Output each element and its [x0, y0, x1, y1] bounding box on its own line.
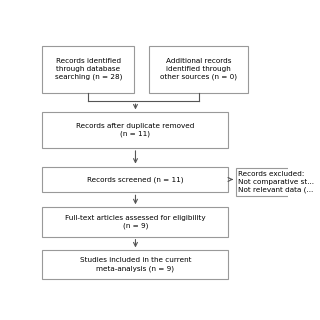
Text: Records identified
through database
searching (n = 28): Records identified through database sear…	[55, 58, 122, 80]
Text: Studies included in the current
meta-analysis (n = 9): Studies included in the current meta-ana…	[80, 257, 191, 272]
FancyBboxPatch shape	[149, 46, 248, 92]
FancyBboxPatch shape	[43, 250, 228, 279]
Text: Records after duplicate removed
(n = 11): Records after duplicate removed (n = 11)	[76, 123, 195, 137]
FancyBboxPatch shape	[43, 166, 228, 192]
Text: Additional records
identified through
other sources (n = 0): Additional records identified through ot…	[160, 58, 237, 80]
FancyBboxPatch shape	[43, 46, 134, 92]
FancyBboxPatch shape	[43, 112, 228, 148]
Text: Records screened (n = 11): Records screened (n = 11)	[87, 176, 184, 183]
FancyBboxPatch shape	[236, 168, 291, 196]
FancyBboxPatch shape	[43, 207, 228, 237]
Text: Records excluded:
Not comparative st...
Not relevant data (...: Records excluded: Not comparative st... …	[238, 171, 314, 193]
Text: Full-text articles assessed for eligibility
(n = 9): Full-text articles assessed for eligibil…	[65, 215, 206, 229]
